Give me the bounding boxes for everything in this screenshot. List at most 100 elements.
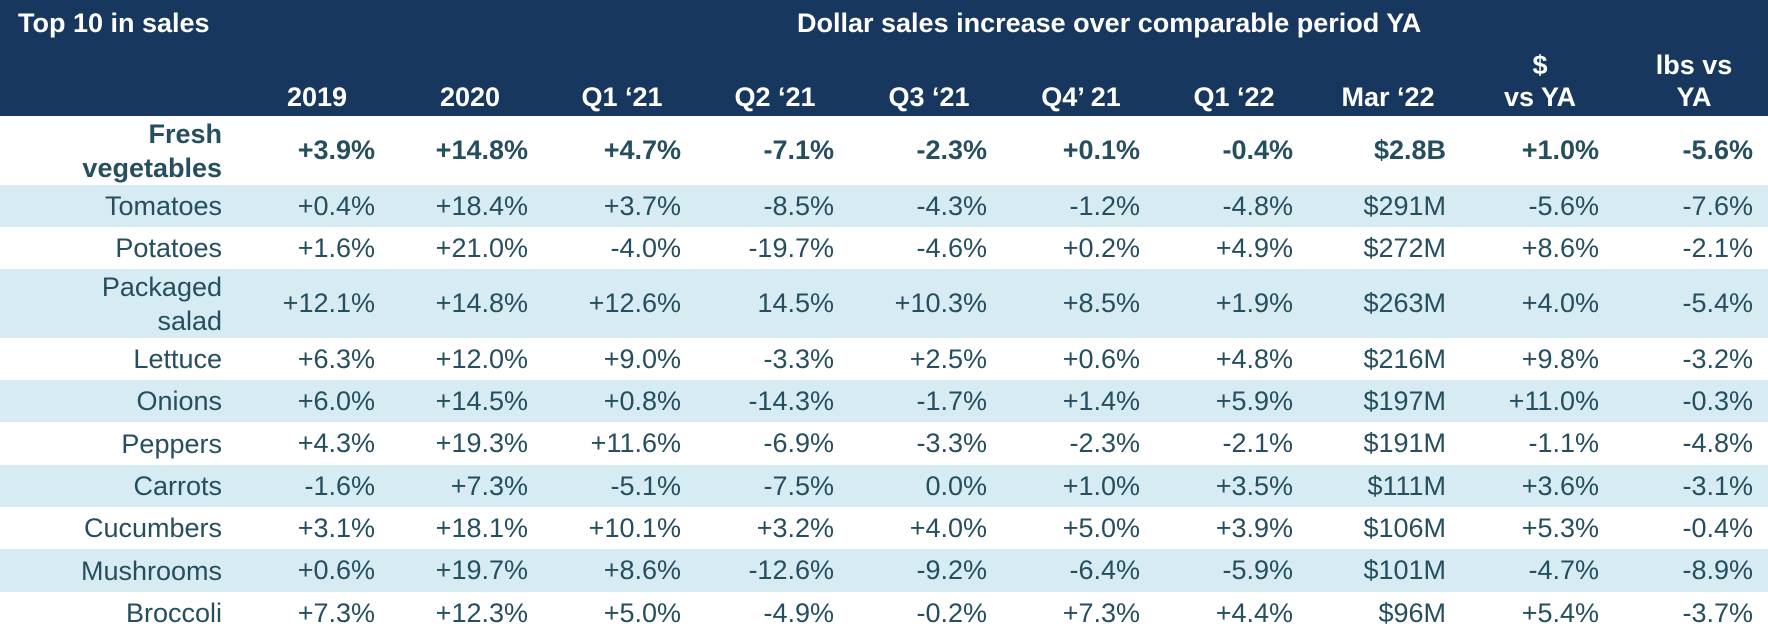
table-cell: +5.0% [603,597,681,628]
table-cell: -4.8% [1682,428,1753,458]
row-label-text: Cucumbers [83,513,222,543]
table-cell: +1.6% [297,232,375,263]
table-row: Cucumbers +3.1% +18.1% +10.1% +3.2% +4.0% +5.0… [0,507,1768,549]
table-cell: +4.0% [1521,288,1599,318]
table-cell: +8.5% [1062,288,1140,318]
table-cell: -8.9% [1682,555,1753,585]
table-cell: $197M [1363,385,1446,416]
table-cell: +3.2% [756,512,834,543]
table-cell: -4.9% [763,597,834,628]
row-label-text: Peppers [121,428,222,459]
table-row: Potatoes +1.6% +21.0% -4.0% -19.7% -4.6% +0.2%… [0,227,1768,269]
table-row: Tomatoes +0.4% +18.4% +3.7% -8.5% -4.3% -1.2% -… [0,185,1768,227]
table-cell: -14.3% [748,385,834,416]
table-cell: +3.9% [297,135,375,165]
table-cell: 0.0% [925,470,987,501]
row-label-text: Fresh vegetables [82,118,222,183]
table-header: Top 10 in sales Dollar sales increase ov… [0,0,1768,116]
table-cell: -0.4% [1682,512,1753,543]
table-cell: -1.6% [304,470,375,501]
row-label: Lettuce [0,338,222,380]
table-cell: -19.7% [748,232,834,263]
table-cell: +1.0% [1521,135,1599,165]
table-cell: -5.9% [1222,555,1293,585]
table-cell: -5.4% [1682,288,1753,318]
table-cell: $263M [1363,288,1446,318]
table-cell: -4.3% [916,190,987,221]
column-header: 2019 [286,82,348,112]
row-label-text: Carrots [133,471,222,501]
row-label: Packaged salad [0,269,222,338]
table-row: Mushrooms +0.6% +19.7% +8.6% -12.6% -9.2% -6.4… [0,549,1768,592]
table-cell: +12.1% [282,288,375,318]
table-cell: -7.6% [1682,190,1753,221]
table-cell: +7.3% [450,470,528,501]
table-cell: +12.0% [435,343,528,374]
table-cell: +4.8% [1215,343,1293,374]
table-row: Broccoli +7.3% +12.3% +5.0% -4.9% -0.2% +7.3% +… [0,592,1768,634]
table-cell: $2.8B [1373,135,1446,165]
table-cell: +4.7% [603,135,681,165]
table-cell: +1.9% [1215,288,1293,318]
table-cell: -4.7% [1528,555,1599,585]
column-header: $ vs YA [1503,50,1577,112]
row-label: Carrots [0,465,222,507]
table-cell: $101M [1363,555,1446,585]
table-cell: +14.5% [435,385,528,416]
table-cell: -12.6% [748,555,834,585]
table-cell: +1.4% [1062,385,1140,416]
table-cell: +1.0% [1062,470,1140,501]
column-header: Q1 ‘22 [1193,82,1275,112]
table-cell: $216M [1363,343,1446,374]
table-cell: +14.8% [435,135,528,165]
table-cell: +9.0% [603,343,681,374]
table-cell: -3.7% [1682,597,1753,628]
table-cell: -3.2% [1682,343,1753,374]
row-label: Mushrooms [0,549,222,592]
table-cell: +10.1% [588,512,681,543]
table-cell: -5.6% [1528,190,1599,221]
table-cell: +6.3% [297,343,375,374]
table-cell: +9.8% [1521,343,1599,374]
table-cell: -4.8% [1222,190,1293,221]
table-cell: +3.6% [1521,470,1599,501]
table-cell: -3.1% [1682,470,1753,501]
table-cell: -5.6% [1682,135,1753,165]
table-cell: +5.4% [1521,597,1599,628]
table-cell: +2.5% [909,343,987,374]
table-cell: +0.4% [297,190,375,221]
table-cell: +3.9% [1215,512,1293,543]
table-cell: +5.9% [1215,385,1293,416]
row-label-text: Potatoes [115,233,222,263]
table-cell: -0.4% [1222,135,1293,165]
table-cell: -3.3% [763,343,834,374]
column-header: Q2 ‘21 [734,82,816,112]
table-cell: -2.3% [1069,428,1140,458]
table-cell: +5.3% [1521,512,1599,543]
row-label: Potatoes [0,227,222,269]
table-cell: -1.2% [1069,190,1140,221]
column-header: 2020 [439,82,501,112]
row-label-text: Mushrooms [80,555,222,586]
row-label: Tomatoes [0,185,222,227]
table-cell: -0.3% [1682,385,1753,416]
table-row: Lettuce +6.3% +12.0% +9.0% -3.3% +2.5% +0.6% +4… [0,338,1768,380]
table-cell: -7.5% [763,470,834,501]
table-cell: +0.2% [1062,232,1140,263]
table-cell: $111M [1367,470,1446,501]
column-header: Q4’ 21 [1041,82,1121,112]
table-cell: $291M [1363,190,1446,221]
table-cell: -2.1% [1682,232,1753,263]
table-cell: $191M [1363,428,1446,458]
table-cell: +12.3% [435,597,528,628]
table-cell: +10.3% [894,288,987,318]
table-cell: -5.1% [610,470,681,501]
table-cell: -3.3% [916,428,987,458]
table-title: Top 10 in sales [18,8,210,38]
table-cell: +4.4% [1215,597,1293,628]
table-cell: +4.9% [1215,232,1293,263]
table-cell: +0.8% [603,385,681,416]
column-header: lbs vs YA [1655,50,1733,112]
table-row: Carrots -1.6% +7.3% -5.1% -7.5% 0.0% +1.0% +3.5… [0,465,1768,507]
row-label: Broccoli [0,592,222,634]
